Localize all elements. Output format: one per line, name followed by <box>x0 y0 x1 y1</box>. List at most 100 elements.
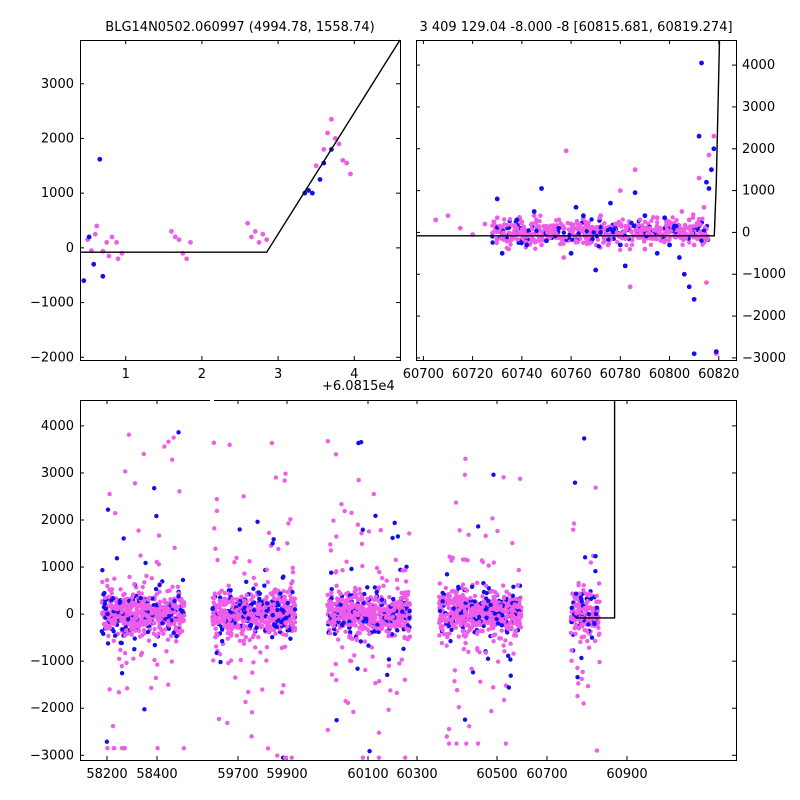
p3-season-2-point-392 <box>402 595 408 600</box>
p3-season-2-point-577 <box>340 568 345 573</box>
p2-band-point-313 <box>642 219 648 225</box>
p3-season-2-point-609 <box>399 657 405 662</box>
p2-band-point-451 <box>595 237 601 242</box>
p3-season-4-point-184 <box>596 625 601 631</box>
p3-season-1-point-591 <box>227 617 233 622</box>
p3-season-3-point-471 <box>469 666 474 671</box>
p2-blue-point-22 <box>676 255 682 260</box>
p3-season-2-point-360 <box>386 707 391 712</box>
p3-season-1-point-437 <box>230 600 236 606</box>
p3-season-1-point-608 <box>242 610 248 615</box>
p3-season-3-point-616 <box>516 567 522 573</box>
p3-season-0-point-488 <box>102 595 108 601</box>
p2-blue-point-33 <box>691 351 697 357</box>
p3-season-2-point-552 <box>388 688 393 693</box>
p3-season-0-point-197 <box>162 597 167 603</box>
p2-band-point-98 <box>502 217 507 222</box>
p3-season-0-point-620 <box>133 628 138 633</box>
p2-band-point-25 <box>654 220 660 225</box>
p2-band-point-440 <box>561 230 567 235</box>
p3-season-4-point-86 <box>569 658 574 664</box>
p2-band-point-191 <box>509 222 514 228</box>
p2-band-point-524 <box>695 236 700 242</box>
panel-top-right-title: 3 409 129.04 -8.000 -8 [60815.681, 60819… <box>419 20 732 35</box>
p3-season-2-point-149 <box>325 727 331 733</box>
p3-season-2-point-596 <box>390 614 396 620</box>
panel-bottom-model-line <box>575 400 616 619</box>
p2-band-point-565 <box>574 220 580 226</box>
p3-season-0-point-280 <box>170 457 175 462</box>
p3-season-2-point-473 <box>348 596 354 601</box>
p3-season-2-point-456 <box>391 596 396 602</box>
p1-blue-point-0 <box>81 278 87 284</box>
p2-blue-point-32 <box>713 349 719 355</box>
p2-magenta-point-12 <box>544 223 549 229</box>
p3-season-0-point-627 <box>170 603 176 609</box>
p1-xtick-label-3: 4 <box>350 367 358 382</box>
p3-season-2-point-202 <box>399 590 404 596</box>
p3-season-1-point-609 <box>282 478 287 483</box>
p3-season-3-point-539 <box>456 586 461 591</box>
p3-season-4-point-139 <box>575 693 580 699</box>
p2-blue-point-24 <box>686 284 692 290</box>
p3-season-0-point-649 <box>106 594 111 600</box>
p2-magenta-point-8 <box>519 219 525 225</box>
p1-magenta-point-3 <box>94 223 100 229</box>
p3-season-1-point-390 <box>288 636 293 641</box>
p3-season-2-point-288 <box>328 542 333 547</box>
p3-season-2-point-541 <box>387 595 392 600</box>
p3-season-1-point-548 <box>229 631 234 636</box>
p3-season-1-point-433 <box>283 471 288 476</box>
p3-xtick-label-3: 59900 <box>266 767 307 782</box>
p3-season-3-point-386 <box>513 596 519 602</box>
p3-season-2-point-291 <box>347 658 353 663</box>
p3-season-2-point-553 <box>404 614 409 619</box>
p3-season-2-point-583 <box>360 605 365 611</box>
p3-season-1-point-486 <box>241 624 247 629</box>
p3-season-2-point-261 <box>394 577 400 583</box>
p3-season-3-point-444 <box>461 646 467 652</box>
p3-season-1-point-622 <box>226 660 231 666</box>
p3-season-1-point-186 <box>243 699 248 705</box>
p3-season-3-point-547 <box>451 606 456 611</box>
p3-season-2-point-428 <box>384 578 389 583</box>
p3-season-3-point-647 <box>496 613 501 618</box>
p1-magenta-point-26 <box>329 116 334 122</box>
p3-season-1-point-647 <box>270 541 275 546</box>
p3-season-0-point-499 <box>108 603 113 609</box>
p3-season-2-point-135 <box>351 709 356 715</box>
p3-season-4-point-211 <box>579 676 584 682</box>
p2-ytick-label-7: 4000 <box>742 58 775 73</box>
p2-band-point-591 <box>590 236 595 242</box>
p3-season-1-point-464 <box>288 517 293 522</box>
p3-season-1-point-607 <box>257 622 262 627</box>
p1-magenta-point-2 <box>92 231 98 237</box>
p2-band-point-550 <box>607 226 613 232</box>
p2-band-point-219 <box>507 216 513 222</box>
p3-season-4-point-137 <box>594 605 600 611</box>
p2-band-point-552 <box>529 236 535 241</box>
panel-bottom-points <box>99 430 602 760</box>
p3-season-1-point-595 <box>289 609 294 615</box>
p2-band-point-598 <box>551 223 556 228</box>
p3-season-3-point-646 <box>510 613 516 618</box>
p3-season-1-point-582 <box>225 612 231 618</box>
p3-season-3-point-523 <box>456 634 462 639</box>
p3-season-1-point-9 <box>288 593 293 599</box>
p2-magenta-point-6 <box>507 238 512 244</box>
p3-season-1-point-533 <box>250 617 255 623</box>
p3-season-1-point-545 <box>275 607 280 613</box>
p3-ytick-label-7: 4000 <box>41 419 74 434</box>
p3-season-0-point-608 <box>171 630 176 635</box>
p3-season-0-point-565 <box>125 611 130 616</box>
p2-magenta-point-26 <box>622 236 628 242</box>
p1-magenta-point-11 <box>169 229 174 234</box>
p3-season-2-point-622 <box>385 610 391 615</box>
p3-season-0-point-117 <box>166 682 171 687</box>
p3-season-0-point-337 <box>118 647 123 653</box>
p3-season-0-point-591 <box>174 634 179 639</box>
p3-season-2-point-648 <box>333 452 339 457</box>
p2-band-point-519 <box>534 228 539 233</box>
p3-season-3-point-628 <box>465 614 470 619</box>
p3-season-0-point-542 <box>139 650 145 656</box>
